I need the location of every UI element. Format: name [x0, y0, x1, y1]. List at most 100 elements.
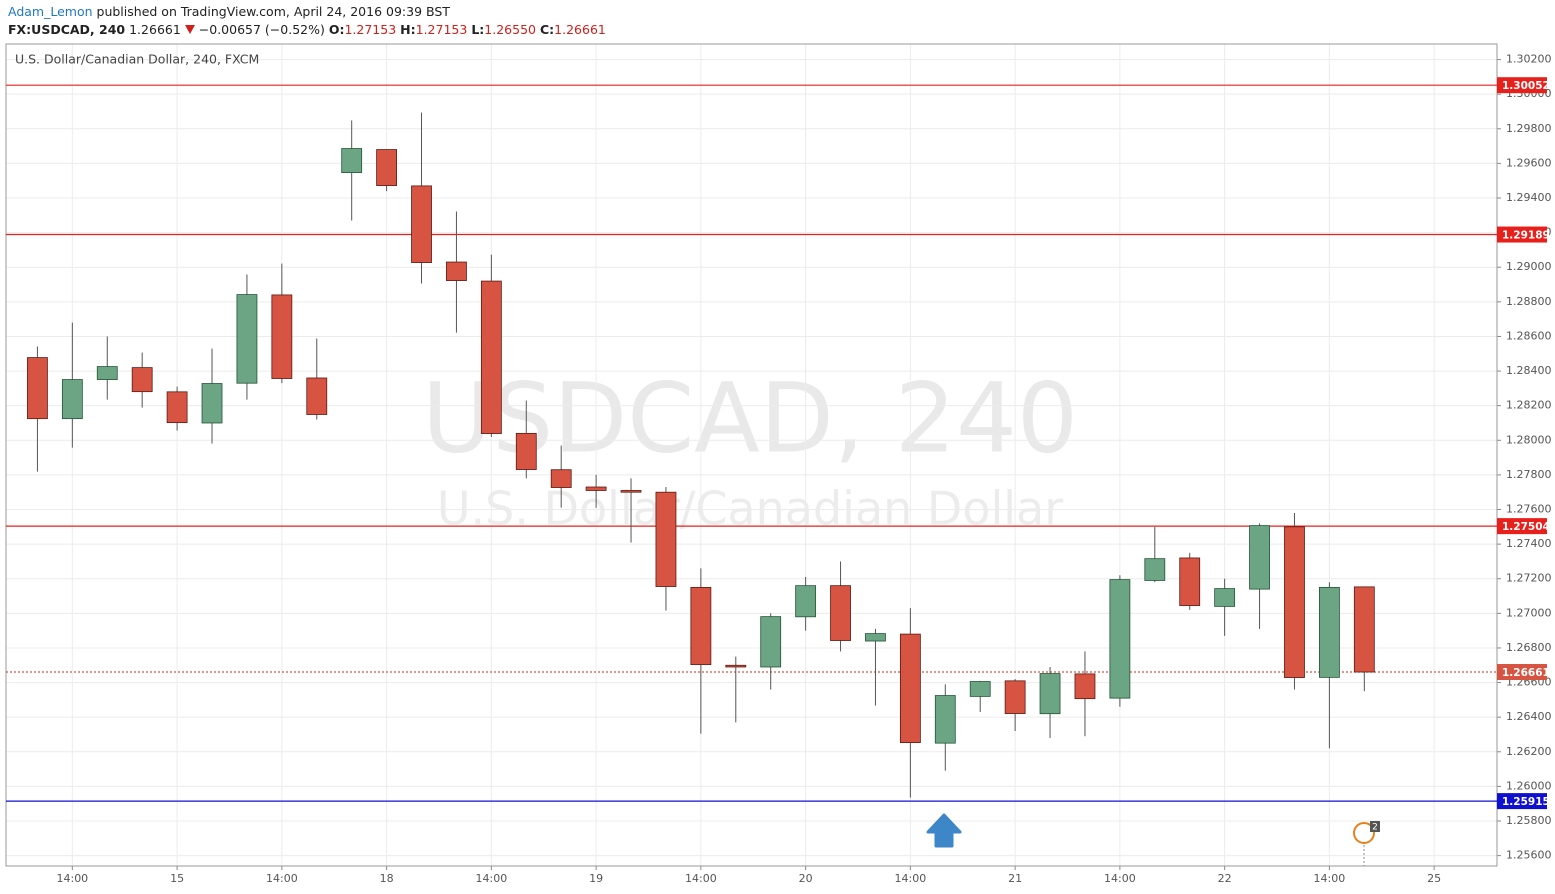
l-key: L:: [471, 22, 485, 37]
x-tick-label: 21: [1008, 872, 1022, 885]
candle-body: [271, 294, 293, 379]
x-tick-label: 14:00: [1104, 872, 1136, 885]
candle-body: [1179, 557, 1201, 606]
y-tick-label: 1.26400: [1506, 710, 1552, 723]
level-label-bg: [1497, 664, 1547, 681]
level-label-bg: [1497, 793, 1547, 810]
candle-body: [131, 367, 153, 393]
o-val: 1.27153: [344, 22, 397, 37]
candle-body: [166, 391, 188, 424]
x-tick-label: 15: [170, 872, 184, 885]
x-tick-label: 25: [1427, 872, 1441, 885]
candle-body: [411, 185, 432, 263]
candle-body: [795, 585, 817, 618]
level-label-bg: [1497, 77, 1547, 94]
candle-body: [1284, 526, 1305, 678]
candle-body: [201, 383, 223, 424]
c-key: C:: [539, 22, 555, 37]
x-tick-label: 14:00: [56, 872, 88, 885]
candle-body: [865, 633, 886, 642]
level-label-bg: [1497, 226, 1547, 243]
event-count: 2: [1372, 823, 1378, 833]
h-key: H:: [400, 22, 416, 37]
candle-body: [1214, 588, 1236, 607]
candle-body: [1039, 673, 1061, 715]
symbol: FX:USDCAD, 240: [8, 22, 126, 37]
candle-body: [1318, 586, 1340, 678]
candle-body: [655, 491, 677, 587]
y-tick-label: 1.29400: [1506, 191, 1552, 204]
event-badge: [1370, 821, 1380, 832]
candle-body: [760, 616, 782, 668]
level-label: 1.26661: [1502, 667, 1550, 679]
candle-body: [690, 586, 712, 665]
author[interactable]: Adam_Lemon: [8, 4, 93, 19]
y-tick-label: 1.26000: [1506, 779, 1552, 792]
y-tick-label: 1.27000: [1506, 606, 1552, 619]
candle-body: [446, 261, 467, 281]
x-tick-label: 14:00: [895, 872, 927, 885]
candle-body: [550, 469, 572, 488]
y-tick-label: 1.29600: [1506, 156, 1552, 169]
candle-body: [725, 664, 747, 668]
x-tick-label: 20: [799, 872, 813, 885]
change: −0.00657 (−0.52%): [198, 22, 325, 37]
candle-body: [1109, 579, 1131, 699]
y-tick-label: 1.26800: [1506, 641, 1552, 654]
candle-body: [899, 633, 921, 744]
y-tick-label: 1.29800: [1506, 122, 1552, 135]
event-icon: [1353, 822, 1375, 844]
candle-body: [1144, 558, 1166, 581]
legend: U.S. Dollar/Canadian Dollar, 240, FXCM: [15, 52, 259, 67]
x-tick-label: 19: [589, 872, 603, 885]
x-tick-label: 18: [380, 872, 394, 885]
candle-body: [969, 681, 991, 697]
x-tick-label: 14:00: [476, 872, 508, 885]
last: 1.26661: [129, 22, 181, 37]
level-label: 1.29189: [1502, 230, 1550, 242]
x-tick-label: 14:00: [266, 872, 298, 885]
published: published on TradingView.com, April 24, …: [92, 4, 450, 19]
publish-line: Adam_Lemon published on TradingView.com,…: [8, 3, 606, 21]
candle-body: [306, 377, 328, 415]
level-label-bg: [1497, 518, 1547, 535]
candle-body: [620, 490, 642, 493]
candle-body: [1074, 673, 1096, 700]
level-label: 1.25915: [1502, 796, 1550, 808]
y-tick-label: 1.28200: [1506, 399, 1552, 412]
candle-body: [934, 695, 956, 744]
candle-body: [1249, 525, 1270, 590]
candle-body: [236, 294, 258, 384]
y-tick-label: 1.29000: [1506, 260, 1552, 273]
y-tick-label: 1.28600: [1506, 329, 1552, 342]
y-tick-label: 1.27400: [1506, 537, 1552, 550]
y-tick-label: 1.30200: [1506, 53, 1552, 66]
y-tick-label: 1.26200: [1506, 745, 1552, 758]
o-key: O:: [328, 22, 345, 37]
candle-body: [830, 585, 851, 641]
y-tick-label: 1.28400: [1506, 364, 1552, 377]
x-tick-label: 14:00: [685, 872, 717, 885]
candle-body: [96, 366, 118, 380]
x-tick-label: 14:00: [1314, 872, 1346, 885]
l-val: 1.26550: [484, 22, 536, 37]
y-tick-label: 1.27800: [1506, 468, 1552, 481]
candle-body: [480, 280, 502, 434]
candle-body: [61, 379, 83, 420]
down-triangle: [184, 25, 195, 34]
signal-arrow: [926, 813, 962, 848]
level-label: 1.27504: [1502, 521, 1550, 533]
y-tick-label: 1.27200: [1506, 572, 1552, 585]
h-val: 1.27153: [415, 22, 468, 37]
plot-frame: [5, 43, 1498, 867]
y-tick-label: 1.25800: [1506, 814, 1552, 827]
y-tick-label: 1.25600: [1506, 849, 1552, 862]
y-tick-label: 1.28800: [1506, 295, 1552, 308]
y-tick-label: 1.27600: [1506, 503, 1552, 516]
candle-body: [1353, 586, 1375, 673]
candle-body: [585, 486, 607, 491]
candle-body: [1004, 680, 1026, 714]
y-tick-label: 1.28000: [1506, 433, 1552, 446]
